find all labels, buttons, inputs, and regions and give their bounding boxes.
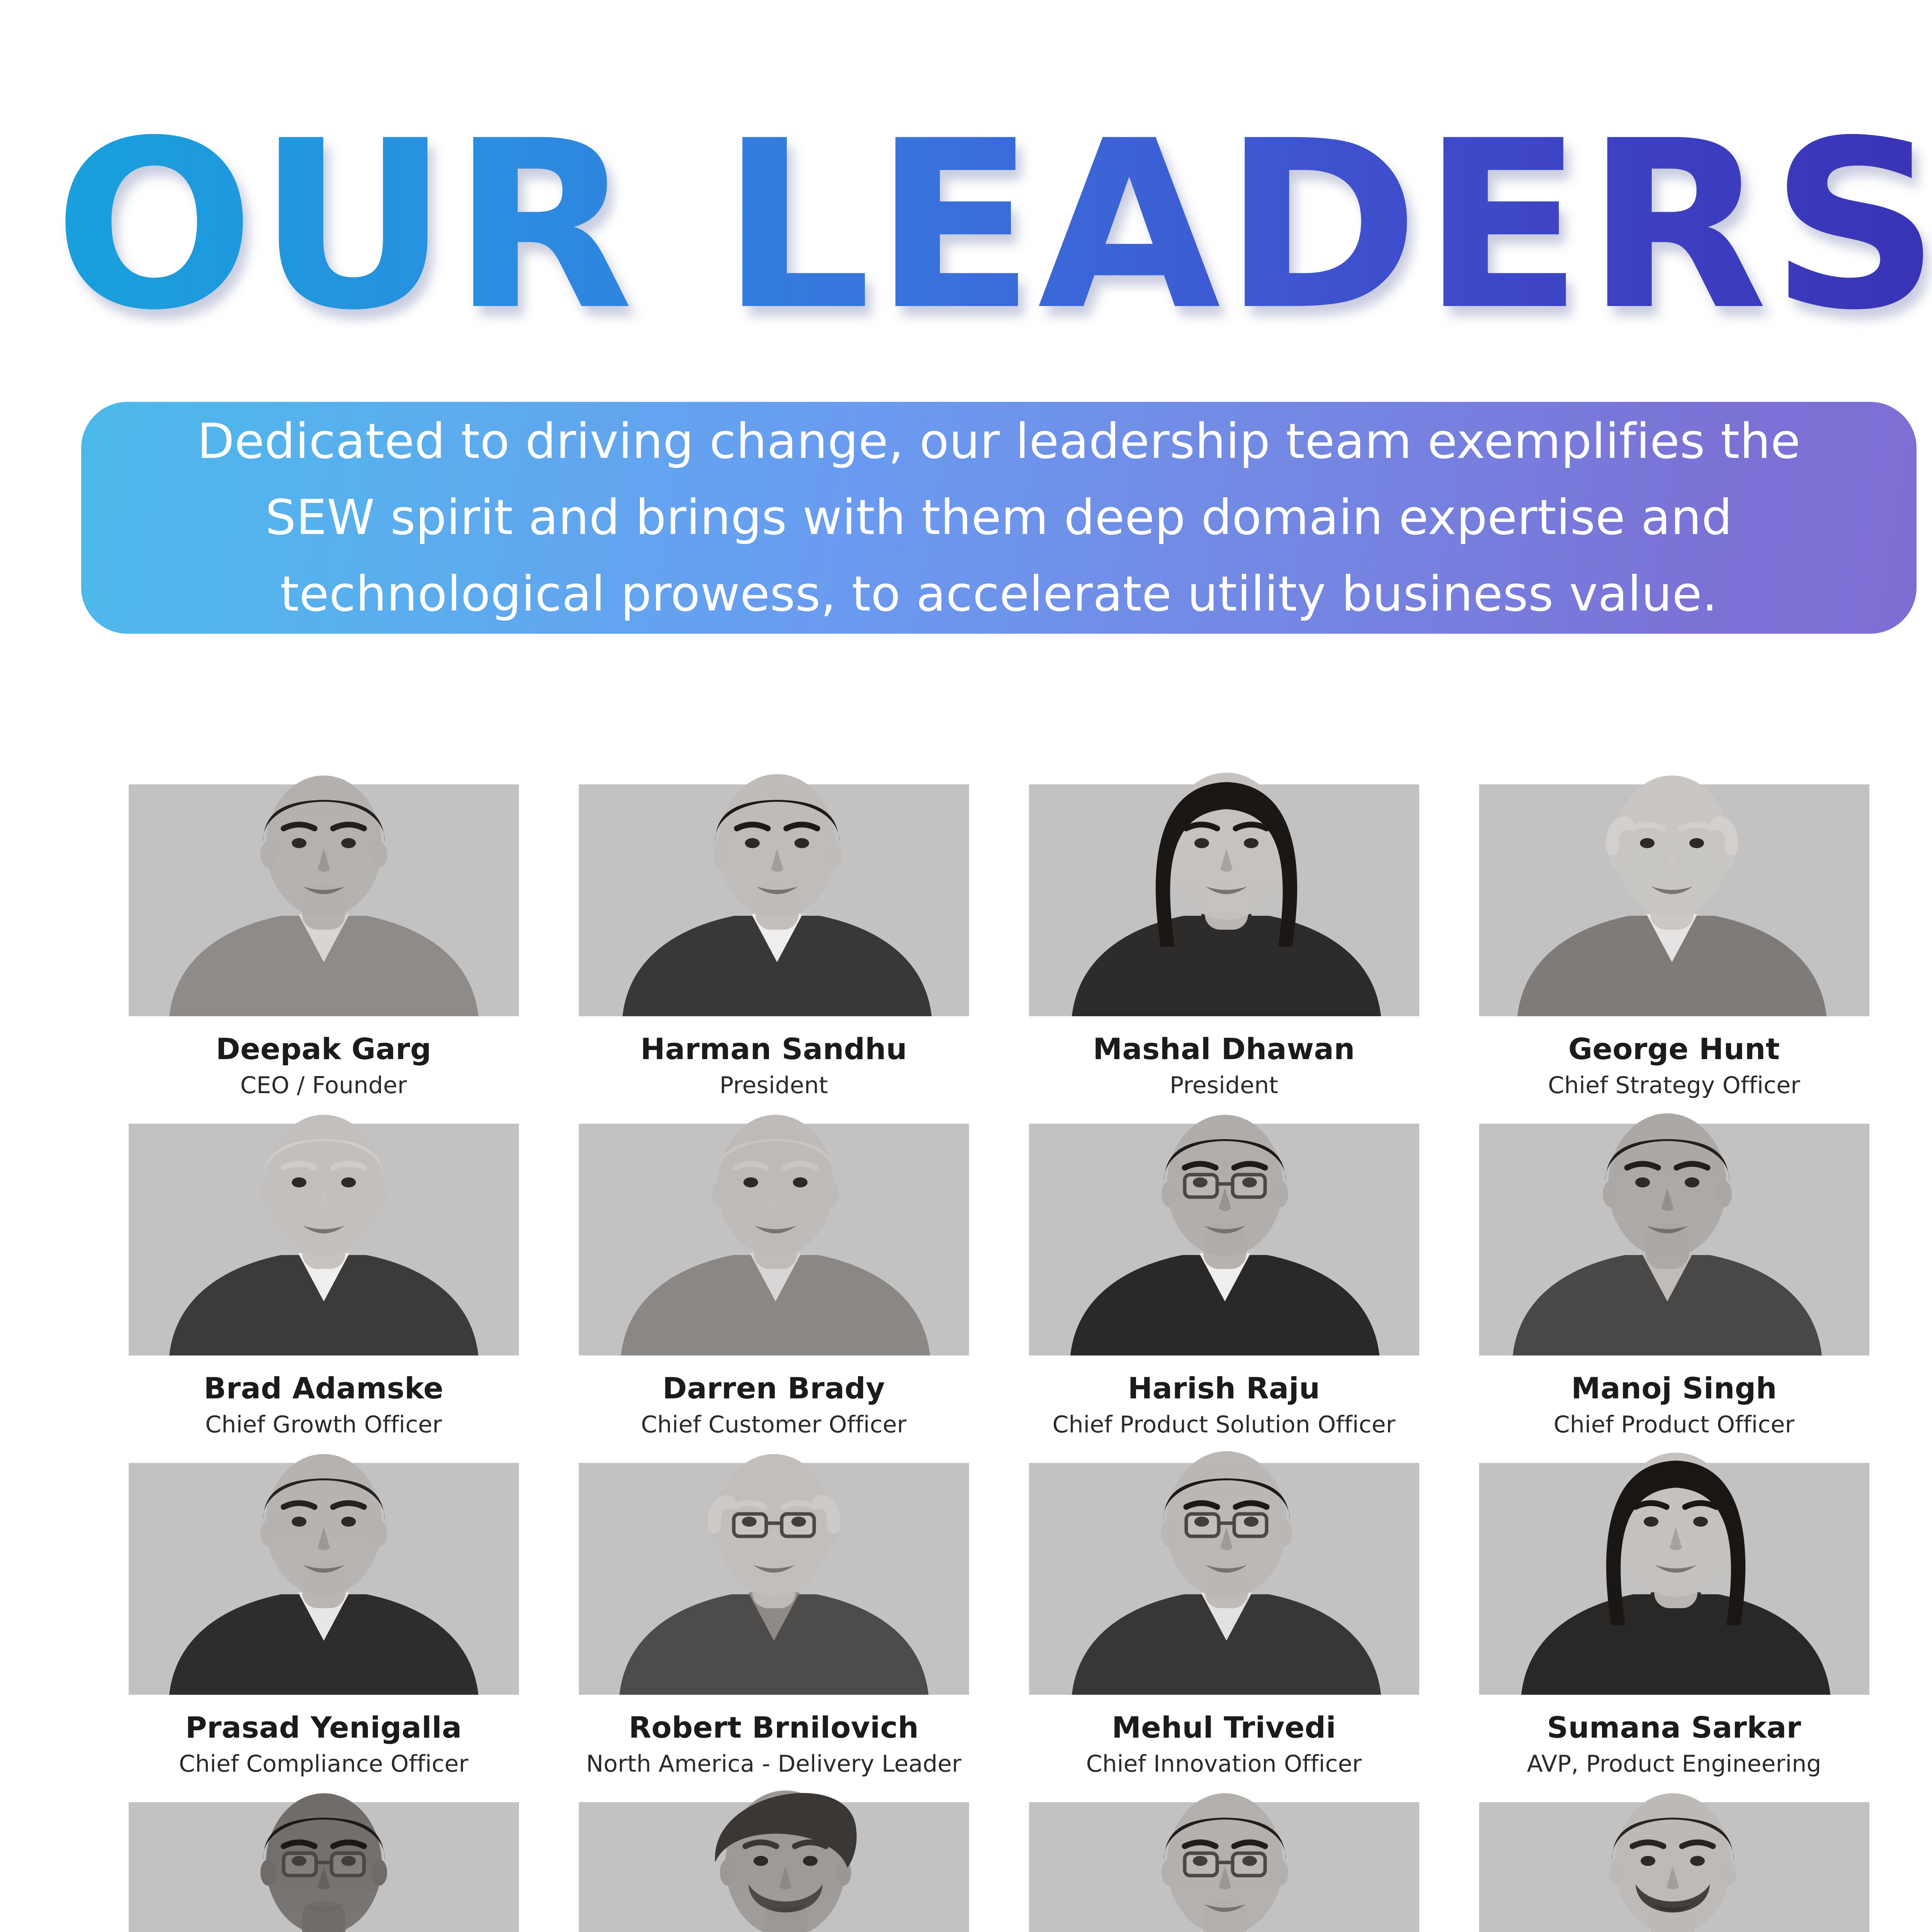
leader-photo-slot (578, 1790, 969, 1932)
leader-card-mashal-dhawan[interactable]: Mashal Dhawan President (999, 772, 1449, 1100)
leader-card-deepak-garg[interactable]: Deepak Garg CEO / Founder (99, 776, 549, 1100)
leader-photo-slot (578, 774, 969, 1016)
leader-meta: Brad Adamske Chief Growth Officer (99, 1355, 549, 1440)
leader-meta: Manoj Singh Chief Product Officer (1449, 1355, 1899, 1440)
leader-meta: Darren Brady Chief Customer Officer (549, 1355, 999, 1440)
leader-photo-slot (128, 1115, 519, 1355)
leader-card-prasad-yenigalla[interactable]: Prasad Yenigalla Chief Compliance Office… (99, 1454, 549, 1779)
leader-card-harish-raju[interactable]: Harish Raju Chief Product Solution Offic… (999, 1115, 1449, 1440)
leader-title: President (719, 1072, 828, 1099)
leader-meta: Mashal Dhawan President (999, 1016, 1449, 1100)
portrait-darren-brady (579, 1070, 969, 1355)
leader-photo-slot (1479, 776, 1869, 1016)
leader-card-sumana-sarkar[interactable]: Sumana Sarkar AVP, Product Engineering (1449, 1452, 1899, 1779)
portrait-mehul-trivedi (1029, 1409, 1419, 1695)
leader-name: Prasad Yenigalla (185, 1710, 462, 1745)
leader-name: Sumana Sarkar (1547, 1710, 1801, 1745)
leader-card-mehul-trivedi[interactable]: Mehul Trivedi Chief Innovation Officer (999, 1451, 1449, 1779)
leader-photo-slot (1029, 1115, 1419, 1355)
leaders-grid: Deepak Garg CEO / Founder (99, 772, 1899, 1932)
leader-photo-slot (1479, 1793, 1869, 1932)
leader-name: George Hunt (1568, 1032, 1780, 1066)
leader-meta: Harish Raju Chief Product Solution Offic… (999, 1355, 1449, 1440)
leader-name: Mehul Trivedi (1112, 1710, 1336, 1745)
leader-photo-slot (1029, 1793, 1419, 1932)
page-title-container: OUR LEADERS (0, 110, 1932, 342)
leader-title: North America - Delivery Leader (586, 1750, 962, 1778)
leader-photo-slot (578, 1115, 969, 1355)
portrait-george-hunt (1479, 730, 1869, 1016)
portrait-rp-singh (579, 1748, 969, 1932)
leader-meta: Prasad Yenigalla Chief Compliance Office… (99, 1695, 549, 1779)
leader-title: CEO / Founder (240, 1072, 407, 1099)
leader-photo-slot (128, 1793, 519, 1932)
leader-card-dilpreet-tuli[interactable]: Dilpreet Tuli Regional VP, ANZ (1449, 1793, 1899, 1932)
leader-card-george-hunt[interactable]: George Hunt Chief Strategy Officer (1449, 776, 1899, 1100)
portrait-mashal-dhawan (1029, 730, 1419, 1016)
portrait-robert-brnilovich (579, 1409, 969, 1695)
portrait-manoj-singh (1479, 1070, 1869, 1355)
leader-card-harman-sandhu[interactable]: Harman Sandhu President (549, 774, 999, 1100)
leader-name: Darren Brady (662, 1371, 885, 1405)
leader-photo-slot (578, 1454, 969, 1695)
portrait-harman-sandhu (579, 730, 969, 1016)
leader-photo-slot (128, 1454, 519, 1695)
leader-name: Brad Adamske (204, 1371, 444, 1405)
leader-card-manoj-singh[interactable]: Manoj Singh Chief Product Officer (1449, 1113, 1899, 1440)
portrait-deepak-garg (129, 730, 519, 1016)
leader-name: Harish Raju (1128, 1371, 1320, 1405)
subtitle-banner: Dedicated to driving change, our leaders… (81, 402, 1917, 634)
leader-name: Harman Sandhu (640, 1032, 907, 1066)
leader-photo-slot (1479, 1452, 1869, 1695)
leader-title: Chief Customer Officer (641, 1411, 907, 1439)
leader-name: Deepak Garg (216, 1032, 432, 1066)
leader-name: Robert Brnilovich (629, 1710, 919, 1745)
portrait-brad-adamske (129, 1070, 519, 1355)
leader-card-darren-brady[interactable]: Darren Brady Chief Customer Officer (549, 1115, 999, 1440)
leader-meta: Sumana Sarkar AVP, Product Engineering (1449, 1695, 1899, 1779)
leader-photo-slot (1029, 772, 1419, 1016)
leader-meta: Mehul Trivedi Chief Innovation Officer (999, 1695, 1449, 1779)
leader-card-brad-adamske[interactable]: Brad Adamske Chief Growth Officer (99, 1115, 549, 1440)
leader-photo-slot (1479, 1113, 1869, 1355)
leader-title: Chief Product Officer (1553, 1411, 1795, 1439)
portrait-sumana-sarkar (1479, 1409, 1869, 1695)
leader-photo-slot (128, 776, 519, 1016)
leader-card-robert-brnilovich[interactable]: Robert Brnilovich North America - Delive… (549, 1454, 999, 1779)
leader-card-tony-williams[interactable]: Tony Williams VP - Mobile Workforce (99, 1793, 549, 1932)
leader-card-rp-singh[interactable]: RP Singh Sr VP - APAC (549, 1790, 999, 1932)
leader-meta: Harman Sandhu President (549, 1016, 999, 1100)
portrait-raj-balaguru (1029, 1748, 1419, 1932)
leader-photo-slot (1029, 1451, 1419, 1695)
leader-name: Manoj Singh (1571, 1371, 1777, 1405)
leader-meta: Robert Brnilovich North America - Delive… (549, 1695, 999, 1779)
leader-title: Chief Strategy Officer (1548, 1072, 1800, 1099)
portrait-harish-raju (1029, 1070, 1419, 1355)
portrait-dilpreet-tuli (1479, 1748, 1869, 1932)
leader-title: Chief Product Solution Officer (1052, 1411, 1396, 1439)
leader-title: Chief Growth Officer (205, 1411, 442, 1439)
subtitle-text: Dedicated to driving change, our leaders… (197, 413, 1801, 622)
leader-meta: George Hunt Chief Strategy Officer (1449, 1016, 1899, 1100)
leader-name: Mashal Dhawan (1093, 1032, 1355, 1066)
portrait-prasad-yenigalla (129, 1409, 519, 1695)
leader-meta: Deepak Garg CEO / Founder (99, 1016, 549, 1100)
leader-title: AVP, Product Engineering (1527, 1750, 1821, 1778)
leader-card-raj-balaguru[interactable]: Raj Balaguru AVP - Product Delivery (999, 1793, 1449, 1932)
leader-title: Chief Innovation Officer (1086, 1750, 1362, 1778)
portrait-tony-williams (129, 1748, 519, 1932)
leader-title: President (1170, 1072, 1278, 1099)
page-title: OUR LEADERS (54, 110, 1932, 342)
leader-title: Chief Compliance Officer (179, 1750, 469, 1778)
